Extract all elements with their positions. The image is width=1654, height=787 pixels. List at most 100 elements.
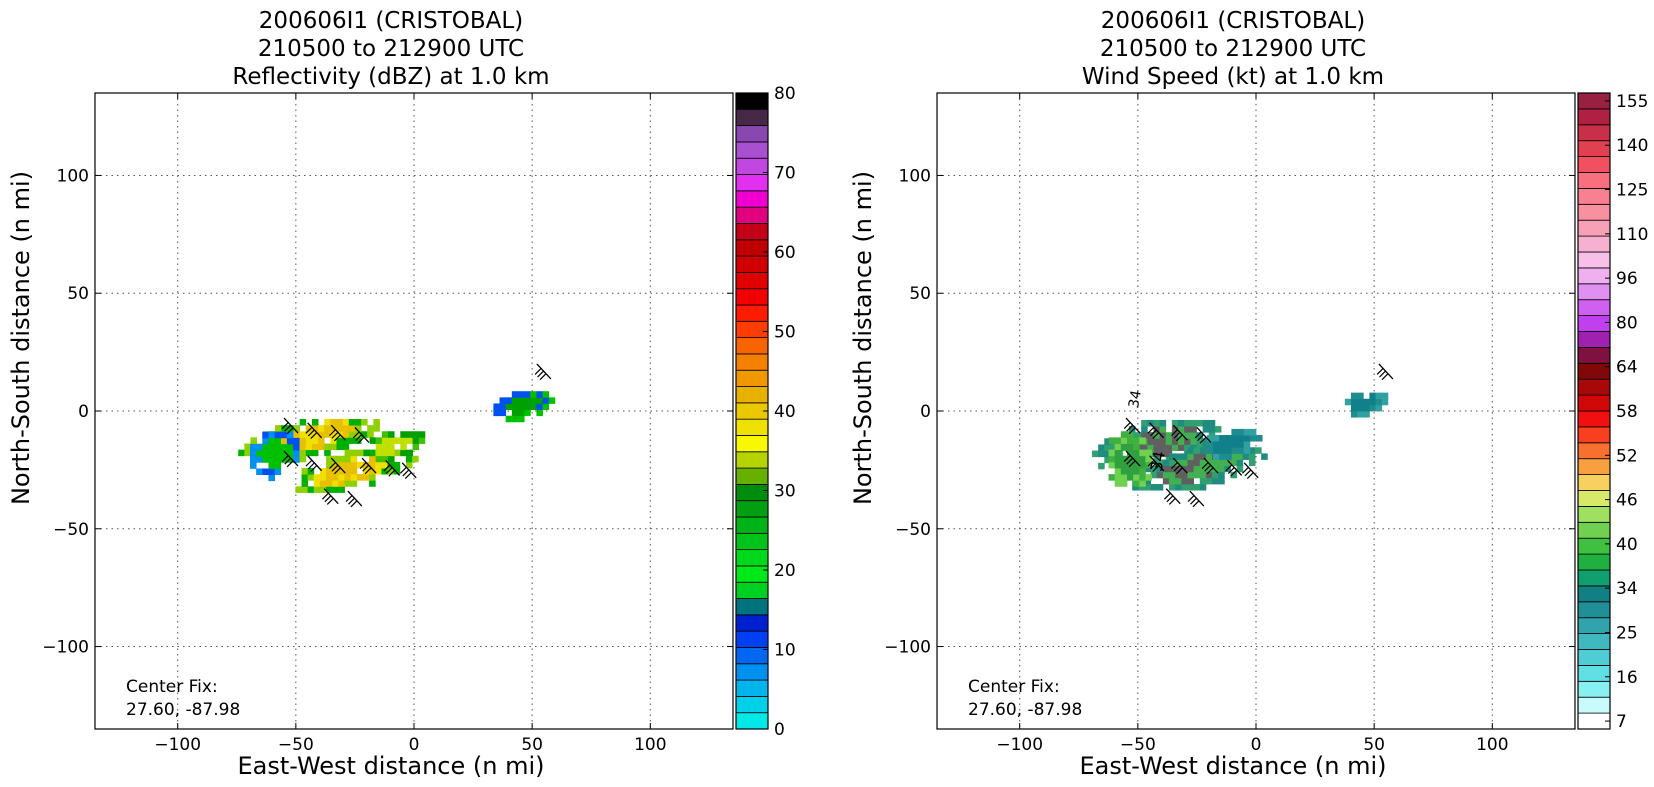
echo-cell — [1224, 459, 1231, 467]
wind-barb-flag — [324, 495, 332, 503]
echo-cell — [369, 468, 376, 475]
echo-cell — [369, 480, 376, 487]
echo-cell — [1237, 435, 1245, 442]
wind-barb-flag — [1175, 434, 1183, 442]
echo-cell — [1181, 471, 1188, 479]
echo-cell — [1184, 438, 1191, 445]
colorbar: 7 16 25 34 40 46 52 58 64 80 96 110 125 140 155 — [1577, 92, 1648, 732]
echo-cell — [1126, 455, 1134, 463]
echo-cell — [338, 455, 345, 463]
echo-cell — [1231, 428, 1238, 436]
echo-cell — [1145, 474, 1152, 481]
echo-cell — [332, 461, 339, 469]
echo-cell — [1193, 459, 1201, 467]
echo-cell — [1187, 465, 1195, 473]
wind-barb-flag — [1128, 427, 1136, 435]
wind-barb — [305, 422, 323, 439]
echo-cell — [318, 443, 325, 451]
echo-cell — [1126, 437, 1134, 444]
echo-cell — [1108, 437, 1116, 444]
wind-barb-flag — [1128, 460, 1136, 468]
echo-cell — [1114, 461, 1122, 469]
echo-cell — [363, 449, 370, 457]
echo-cell — [1156, 471, 1164, 479]
wind-barb-flag — [1152, 432, 1160, 439]
echo-cell — [1108, 455, 1116, 463]
colorbar-segment — [1577, 649, 1611, 666]
wind-barb — [359, 457, 377, 475]
wind-barb-flag — [404, 472, 412, 479]
echo-cell — [1237, 428, 1245, 436]
echo-cell — [293, 450, 300, 457]
wind-barb-flag — [331, 431, 339, 439]
echo-cell — [354, 431, 362, 438]
echo-cell — [1133, 474, 1140, 481]
wind-barb-flag — [305, 426, 313, 434]
echo-cell — [324, 431, 331, 438]
wind-barb — [352, 427, 370, 444]
colorbar-segment — [1577, 331, 1611, 348]
wind-barb-flag — [1379, 370, 1386, 378]
echo-cell — [1261, 453, 1268, 460]
echo-cell — [373, 419, 380, 426]
echo-cell — [350, 455, 358, 463]
colorbar-segment — [1577, 124, 1611, 142]
echo-cell — [1187, 453, 1195, 460]
echo-cell — [524, 403, 531, 410]
wind-barb-flag — [310, 465, 318, 472]
echo-cell — [1212, 477, 1219, 485]
echo-cell — [1147, 438, 1154, 445]
echo-cell — [356, 449, 364, 457]
wind-barb-flag — [1152, 465, 1160, 472]
echo-cell — [362, 474, 370, 481]
echo-cell — [274, 437, 282, 445]
echo-cell — [1159, 432, 1167, 439]
echo-cell — [1159, 450, 1167, 458]
echo-cell — [1193, 453, 1201, 460]
echo-cell — [250, 456, 257, 463]
echo-cell — [1162, 465, 1170, 473]
colorbar-segment — [735, 532, 769, 551]
echo-cell — [367, 431, 374, 438]
echo-cell — [505, 403, 513, 410]
echo-cell — [301, 480, 309, 487]
echo-cell — [1225, 447, 1232, 454]
echo-cell — [388, 455, 395, 463]
colorbar-segment — [735, 386, 769, 404]
echo-cell — [293, 437, 300, 445]
wind-barb — [1123, 450, 1141, 468]
echo-cell — [275, 425, 282, 432]
echo-cell — [1375, 398, 1383, 406]
echo-cell — [1139, 449, 1146, 457]
echo-cell — [332, 480, 339, 487]
colorbar-segment — [1577, 633, 1611, 650]
echo-cell — [350, 449, 358, 457]
colorbar-segment — [1577, 553, 1611, 571]
colorbar-segment — [735, 614, 769, 632]
echo-cell — [1133, 461, 1140, 469]
echo-cell — [375, 461, 382, 469]
colorbar-segment — [1577, 569, 1611, 587]
echo-cell — [1133, 468, 1140, 475]
echo-cell — [338, 480, 345, 487]
echo-cell — [1165, 450, 1173, 458]
colorbar-segment — [1577, 442, 1611, 460]
echo-cell — [1357, 404, 1364, 412]
colorbar-segment — [735, 271, 769, 290]
echo-cell — [418, 431, 426, 438]
x-tick-label: 0 — [409, 735, 420, 755]
x-tick-label: 0 — [1251, 735, 1262, 755]
wind-barb-flag — [307, 462, 315, 470]
echo-cell — [344, 461, 352, 469]
echo-cell — [1156, 459, 1164, 467]
colorbar-segment — [735, 92, 769, 110]
colorbar-tick-label: 40 — [774, 402, 796, 422]
echo-cell — [1193, 465, 1201, 473]
colorbar-segment — [735, 418, 769, 436]
echo-cell — [1243, 428, 1251, 436]
echo-cell — [354, 419, 362, 426]
echo-cell — [313, 480, 321, 487]
echo-cell — [1159, 444, 1167, 451]
wind-barb-flag — [1173, 464, 1181, 472]
colorbar-segment — [735, 679, 769, 697]
